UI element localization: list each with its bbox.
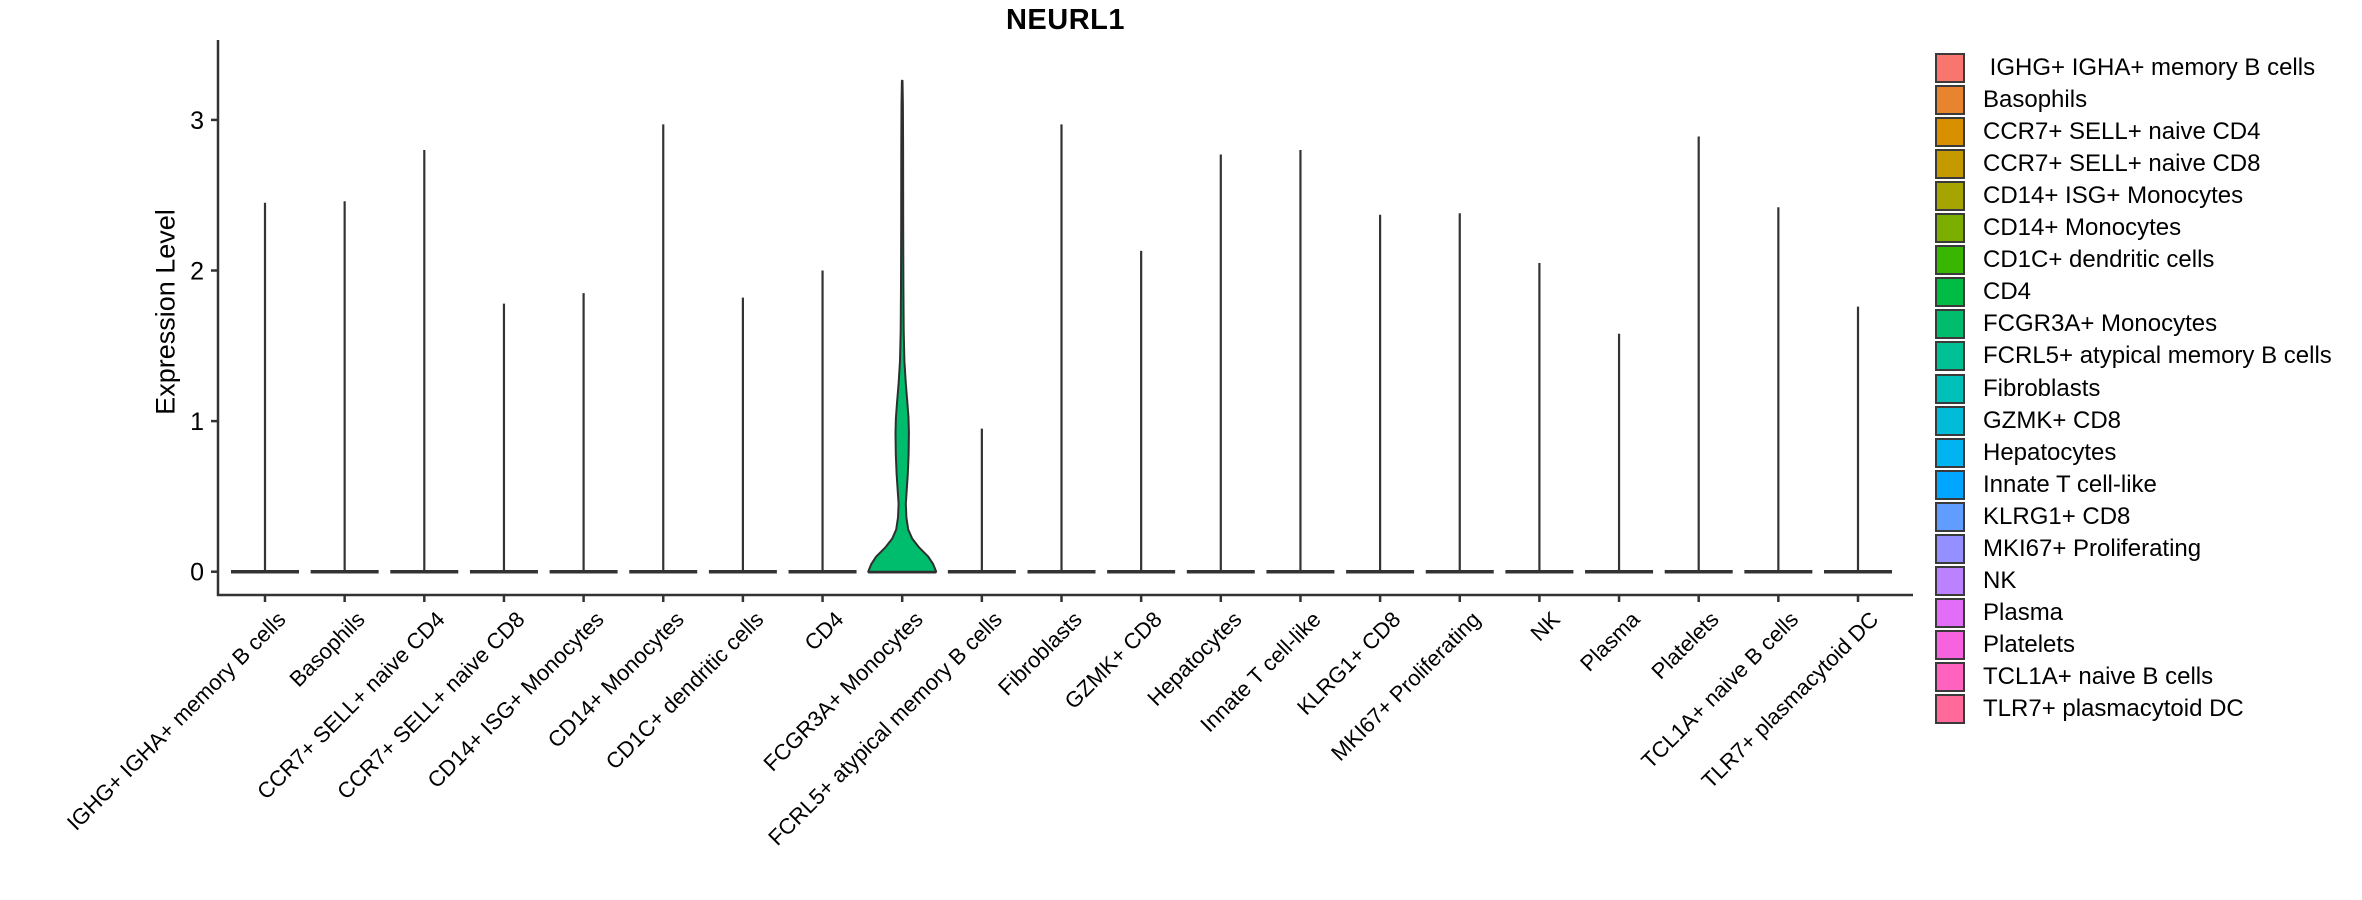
legend-item: NK — [1935, 565, 2016, 597]
legend-swatch — [1935, 309, 1965, 340]
legend-item: FCRL5+ atypical memory B cells — [1935, 340, 2332, 372]
legend-item: TCL1A+ naive B cells — [1935, 661, 2213, 693]
legend-label: CCR7+ SELL+ naive CD4 — [1983, 118, 2261, 146]
legend-swatch — [1935, 149, 1965, 180]
legend-swatch — [1935, 181, 1965, 212]
legend-swatch — [1935, 501, 1965, 532]
legend-item: CD14+ ISG+ Monocytes — [1935, 180, 2243, 212]
legend-item: Innate T cell-like — [1935, 469, 2157, 501]
legend-item: TLR7+ plasmacytoid DC — [1935, 693, 2244, 725]
legend-swatch — [1935, 694, 1965, 724]
legend-swatch — [1935, 469, 1965, 500]
legend-swatch — [1935, 213, 1965, 244]
legend-swatch — [1935, 277, 1965, 308]
legend-item: FCGR3A+ Monocytes — [1935, 308, 2217, 340]
legend-label: Innate T cell-like — [1983, 470, 2157, 498]
legend-label: CCR7+ SELL+ naive CD8 — [1983, 150, 2261, 178]
legend-label: MKI67+ Proliferating — [1983, 534, 2202, 562]
legend-item: IGHG+ IGHA+ memory B cells — [1935, 52, 2315, 84]
legend-item: MKI67+ Proliferating — [1935, 533, 2201, 565]
legend-label: FCGR3A+ Monocytes — [1983, 310, 2218, 338]
legend-label: Fibroblasts — [1983, 374, 2101, 402]
legend-label: CD14+ Monocytes — [1983, 214, 2182, 242]
legend-swatch — [1935, 245, 1965, 276]
legend-label: Basophils — [1983, 86, 2088, 114]
y-tick-label: 2 — [190, 258, 204, 286]
legend-item: Fibroblasts — [1935, 373, 2100, 405]
legend-item: GZMK+ CD8 — [1935, 405, 2121, 437]
legend-label: NK — [1983, 566, 2017, 594]
legend-swatch — [1935, 661, 1965, 692]
legend-label: FCRL5+ atypical memory B cells — [1983, 342, 2332, 370]
legend-item: Basophils — [1935, 84, 2087, 116]
legend-item: CD1C+ dendritic cells — [1935, 244, 2214, 276]
legend-label: CD4 — [1983, 278, 2032, 306]
legend-label: TCL1A+ naive B cells — [1983, 662, 2214, 690]
legend-label: TLR7+ plasmacytoid DC — [1983, 695, 2244, 722]
legend-swatch — [1935, 341, 1965, 372]
legend-label: Platelets — [1983, 630, 2076, 658]
legend-swatch — [1935, 597, 1965, 628]
legend-item: CD4 — [1935, 276, 2031, 308]
y-tick-label: 3 — [190, 107, 204, 135]
legend-swatch — [1935, 373, 1965, 404]
y-tick-label: 0 — [190, 559, 204, 587]
legend-swatch — [1935, 533, 1965, 564]
legend-label: KLRG1+ CD8 — [1983, 502, 2131, 530]
legend-item: CCR7+ SELL+ naive CD4 — [1935, 116, 2260, 148]
legend-label: CD1C+ dendritic cells — [1983, 246, 2215, 274]
legend-swatch — [1935, 53, 1965, 83]
legend-swatch — [1935, 629, 1965, 660]
legend: IGHG+ IGHA+ memory B cells Basophils CCR7+… — [1935, 0, 2362, 900]
legend-swatch — [1935, 565, 1965, 596]
legend-swatch — [1935, 117, 1965, 148]
legend-swatch — [1935, 85, 1965, 116]
legend-item: CCR7+ SELL+ naive CD8 — [1935, 148, 2260, 180]
legend-label: Hepatocytes — [1983, 438, 2117, 466]
legend-label: IGHG+ IGHA+ memory B cells — [1983, 54, 2316, 81]
legend-label: CD14+ ISG+ Monocytes — [1983, 182, 2244, 210]
legend-swatch — [1935, 405, 1965, 436]
violin-body-fcgr3a-monocytes — [867, 79, 938, 573]
legend-item: KLRG1+ CD8 — [1935, 501, 2130, 533]
legend-swatch — [1935, 437, 1965, 468]
legend-label: Plasma — [1983, 598, 2064, 626]
legend-item: CD14+ Monocytes — [1935, 212, 2181, 244]
legend-label: GZMK+ CD8 — [1983, 406, 2122, 434]
legend-item: Platelets — [1935, 629, 2075, 661]
legend-item: Plasma — [1935, 597, 2063, 629]
chart-title: NEURL1 — [1005, 4, 1125, 36]
y-tick-label: 1 — [190, 408, 204, 436]
legend-item: Hepatocytes — [1935, 437, 2116, 469]
